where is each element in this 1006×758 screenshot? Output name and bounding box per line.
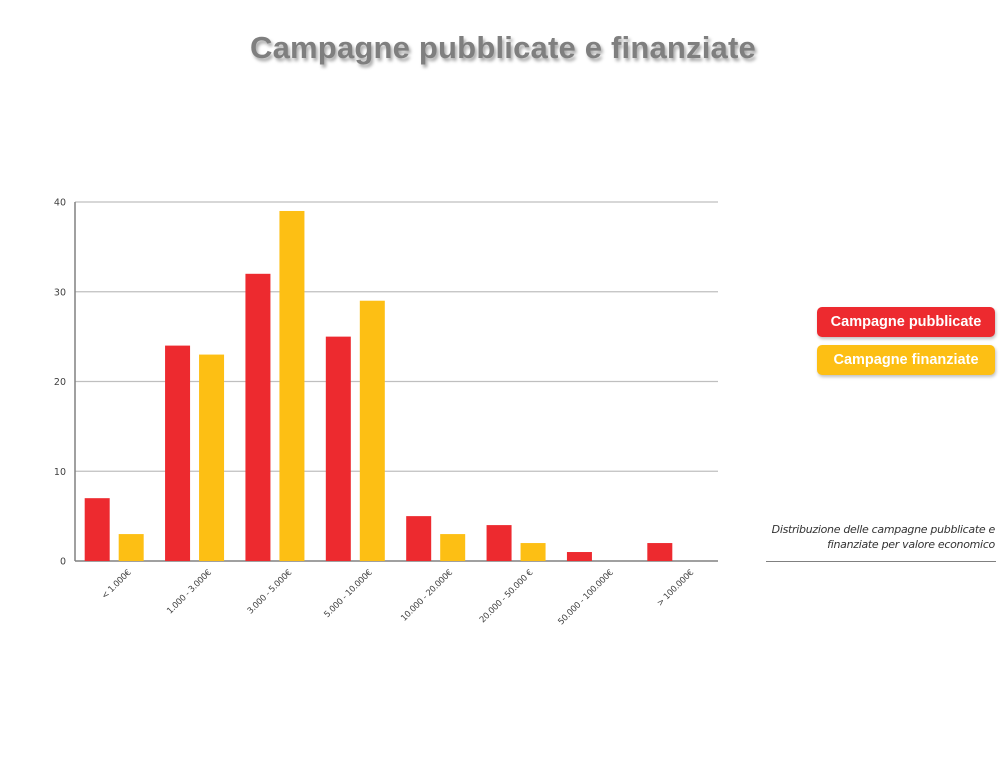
x-tick-label: 5.000 - 10.000€: [322, 568, 374, 620]
legend-campagne-pubblicate: Campagne pubblicate: [817, 307, 995, 337]
x-tick-label: < 1.000€: [100, 568, 133, 601]
bars: [84, 210, 673, 561]
chart-title: Campagne pubblicate e finanziate: [250, 30, 756, 65]
x-tick-label: > 100.000€: [655, 568, 696, 609]
y-axis-ticks: 0 10 20 30 40: [54, 198, 66, 568]
y-tick-label: 30: [54, 287, 66, 298]
bar-finanziate: [199, 354, 225, 561]
bar-finanziate: [359, 300, 385, 561]
y-tick-label: 10: [54, 467, 66, 478]
x-tick-label: 20.000 - 50.000 €: [478, 568, 535, 625]
bar-pubblicate: [165, 345, 191, 561]
y-tick-label: 20: [54, 377, 66, 388]
x-tick-label: 50.000 - 100.000€: [556, 568, 615, 627]
caption-divider: [766, 561, 996, 562]
bar-finanziate: [440, 534, 466, 561]
bar-pubblicate: [406, 516, 432, 561]
bar-pubblicate: [486, 525, 512, 561]
bar-finanziate: [520, 543, 546, 561]
x-axis-labels: < 1.000€ 1.000 - 3.000€ 3.000 - 5.000€ 5.00…: [100, 568, 696, 627]
x-tick-label: 1.000 - 3.000€: [165, 568, 213, 616]
y-tick-label: 40: [54, 198, 66, 209]
chart-caption: Distribuzione delle campagne pubblicate …: [771, 523, 996, 551]
bar-finanziate: [279, 210, 305, 561]
y-tick-label: 0: [60, 557, 66, 568]
x-tick-label: 3.000 - 5.000€: [246, 568, 294, 616]
legend-campagne-finanziate: Campagne finanziate: [817, 345, 995, 375]
bar-pubblicate: [566, 552, 592, 561]
bar-pubblicate: [647, 543, 673, 561]
bar-pubblicate: [325, 336, 351, 561]
bar-finanziate: [118, 534, 144, 561]
x-tick-label: 10.000 - 20.000€: [399, 568, 455, 624]
bar-pubblicate: [245, 273, 271, 561]
bar-pubblicate: [84, 498, 110, 561]
